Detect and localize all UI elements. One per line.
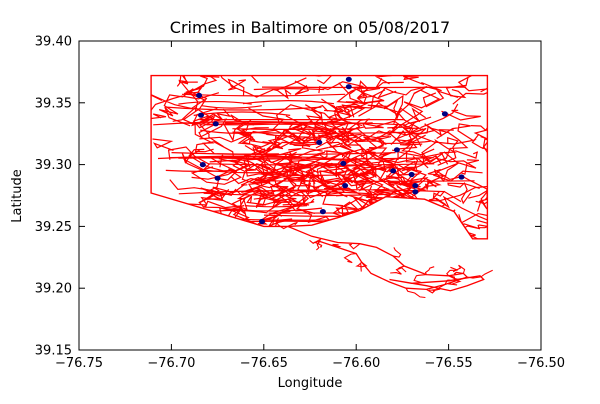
street-line [427,221,480,234]
y-axis-label: Latitude [10,169,25,223]
x-tick-label: −76.65 [240,356,288,371]
chart-title: Crimes in Baltimore on 05/08/2017 [170,18,450,37]
y-tick-label: 39.30 [35,158,72,173]
street-line [404,200,424,222]
crime-point [259,219,265,224]
crime-point [198,113,204,118]
neighborhood-line [202,106,262,108]
neighborhood-line [264,174,370,176]
street-line [305,73,334,83]
street-line [471,120,502,131]
street-line [198,208,222,246]
street-line [402,233,442,260]
y-tick-label: 39.25 [35,220,72,235]
crime-point [196,93,202,98]
map-data-layer [127,52,549,298]
street-line [143,221,172,245]
shoreline-detail [414,275,426,283]
shoreline-detail [350,244,360,249]
crime-point [412,189,418,194]
street-line [436,197,499,224]
street-line [348,119,383,129]
harbor-shoreline [288,226,467,289]
crime-point [412,183,418,188]
x-tick-label: −76.50 [517,356,565,371]
x-tick-label: −76.55 [425,356,473,371]
neighborhood-line [255,181,475,182]
neighborhood-line [157,232,258,233]
x-tick-label: −76.70 [147,356,195,371]
x-axis: −76.75−76.70−76.65−76.60−76.55−76.50 [55,41,565,371]
street-line [219,216,257,246]
crime-point [316,140,322,145]
street-line [153,139,174,150]
crime-point [340,161,346,166]
x-tick-label: −76.60 [332,356,380,371]
shoreline-detail [426,267,435,275]
street-line [231,230,263,267]
x-axis-label: Longitude [278,376,343,391]
street-line [150,205,172,227]
street-line [138,215,172,227]
crime-point [346,84,352,89]
street-network [127,52,549,268]
neighborhood-line [254,89,324,90]
y-tick-label: 39.35 [35,96,72,111]
crime-point [320,209,326,214]
street-line [175,220,232,256]
y-tick-label: 39.15 [35,344,72,359]
neighborhood-line [194,112,291,115]
street-line [135,197,167,213]
street-line [477,214,510,229]
street-line [453,72,498,104]
street-line [373,205,429,220]
crime-point [409,172,415,177]
street-line [424,178,439,189]
crime-point [459,174,465,179]
street-line [441,231,484,242]
street-line [481,52,549,92]
y-tick-label: 39.40 [35,35,72,50]
crime-point [394,147,400,152]
street-line [379,202,422,235]
y-tick-label: 39.20 [35,282,72,297]
shoreline-detail [357,262,362,266]
street-line [434,163,483,181]
street-line [136,214,156,229]
street-line [475,119,510,149]
neighborhood-line [223,221,348,222]
street-line [226,195,250,234]
crime-point [215,176,221,181]
crime-point [342,183,348,188]
street-line [164,61,198,84]
neighborhood-line [243,101,334,104]
street-line [455,151,478,158]
neighborhood-line [178,102,251,105]
shoreline-detail [310,239,321,243]
street-line [367,220,388,228]
shoreline-detail [393,247,400,257]
street-line [186,211,248,230]
crime-point [442,111,448,116]
street-line [127,114,166,137]
crime-point [346,77,352,82]
crime-point [213,121,219,126]
crime-point [390,168,396,173]
street-line [403,64,441,91]
crime-point [200,162,206,167]
street-line [444,214,461,228]
street-line [481,137,500,158]
neighborhood-line [222,219,389,220]
shoreline-detail [345,254,357,263]
